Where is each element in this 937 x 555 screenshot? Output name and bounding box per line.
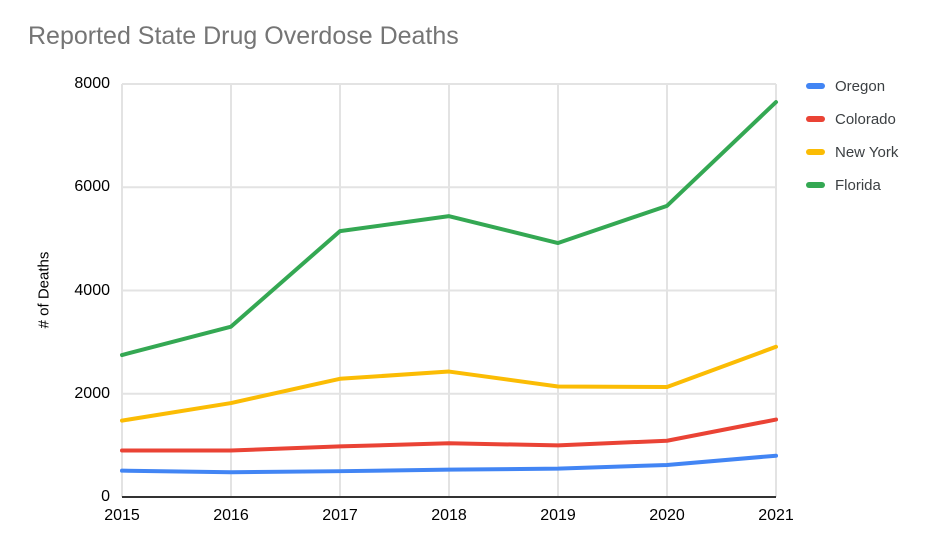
x-tick-label: 2016 — [213, 507, 249, 524]
legend-item-oregon[interactable]: Oregon — [806, 76, 898, 96]
legend: Oregon Colorado New York Florida — [806, 76, 898, 208]
x-tick-label: 2019 — [540, 507, 576, 524]
x-tick-label: 2017 — [322, 507, 358, 524]
y-tick-label: 0 — [101, 488, 110, 505]
legend-item-colorado[interactable]: Colorado — [806, 109, 898, 129]
legend-label: Florida — [835, 176, 881, 194]
plot-area — [120, 83, 778, 498]
series-line-florida — [120, 100, 778, 358]
x-tick-label: 2020 — [649, 507, 685, 524]
series-line-colorado — [120, 417, 778, 453]
y-tick-label: 2000 — [74, 384, 110, 402]
legend-item-new-york[interactable]: New York — [806, 142, 898, 162]
y-tick-label: 4000 — [74, 281, 110, 299]
legend-swatch-icon — [806, 149, 825, 155]
legend-label: Colorado — [835, 110, 896, 128]
legend-label: Oregon — [835, 77, 886, 95]
y-tick-label: 6000 — [74, 178, 110, 196]
legend-swatch-icon — [806, 182, 825, 188]
x-tick-label: 2021 — [758, 507, 794, 524]
series-line-new-york — [120, 344, 778, 423]
legend-item-florida[interactable]: Florida — [806, 175, 898, 195]
legend-label: New York — [835, 143, 899, 161]
x-tick-label: 2018 — [431, 507, 467, 524]
chart-title: Reported State Drug Overdose Deaths — [28, 22, 459, 50]
series-line-oregon — [120, 453, 778, 475]
x-tick-label: 2015 — [104, 507, 140, 524]
legend-swatch-icon — [806, 116, 825, 122]
legend-swatch-icon — [806, 83, 825, 89]
y-tick-label: 8000 — [74, 75, 110, 92]
